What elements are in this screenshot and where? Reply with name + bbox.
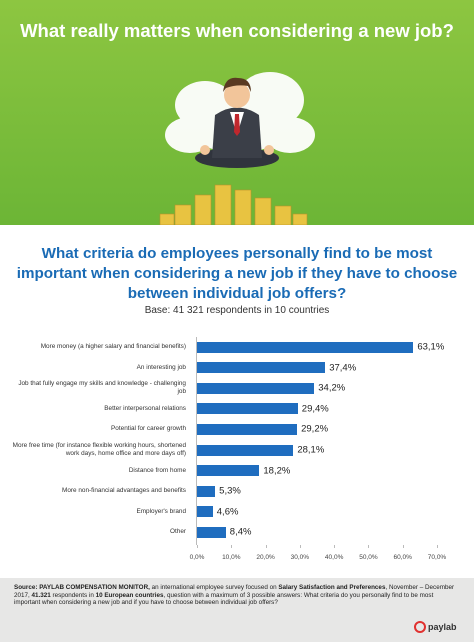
- category-label: Better interpersonal relations: [104, 404, 186, 412]
- illustration: [159, 72, 315, 225]
- chart-title: What criteria do employees personally fi…: [16, 245, 458, 302]
- bar: [197, 423, 298, 435]
- bar: [197, 403, 298, 415]
- tick-mark: [265, 545, 267, 548]
- category-label: Distance from home: [128, 466, 186, 474]
- bar: [197, 341, 414, 353]
- bar: [197, 485, 216, 497]
- value-label: 4,6%: [216, 506, 239, 518]
- x-tick-label: 50,0%: [359, 554, 378, 561]
- bar: [197, 382, 315, 394]
- header-title: What really matters when considering a n…: [20, 20, 454, 41]
- bar: [197, 444, 294, 456]
- footer-segment: , question with a maximum of 3 possible …: [14, 591, 434, 607]
- x-tick-label: 10,0%: [222, 554, 241, 561]
- bar: [197, 526, 226, 538]
- category-label: Potential for career growth: [111, 425, 186, 433]
- value-label: 29,2%: [301, 423, 329, 435]
- category-label: An interesting job: [136, 363, 186, 371]
- category-label: Other: [170, 528, 186, 536]
- tick-mark: [231, 545, 233, 548]
- tick-mark: [437, 545, 438, 548]
- footer: [0, 578, 474, 642]
- footer-segment: 10 European countries: [95, 591, 164, 599]
- value-label: 29,4%: [301, 403, 329, 415]
- category-label: More free time (for instance flexible wo…: [12, 442, 186, 457]
- chart-subtitle: Base: 41 321 respondents in 10 countries: [144, 305, 330, 316]
- value-label: 63,1%: [417, 341, 445, 353]
- value-label: 34,2%: [318, 382, 346, 394]
- footer-segment: an international employee survey focused…: [149, 584, 279, 591]
- value-label: 28,1%: [297, 444, 325, 456]
- x-tick-label: 40,0%: [324, 554, 344, 561]
- x-tick-label: 60,0%: [393, 554, 412, 561]
- logo-icon: [414, 621, 426, 633]
- footer-segment: Salary Satisfaction and Preferences: [278, 584, 386, 591]
- tick-mark: [197, 545, 198, 548]
- value-label: 37,4%: [329, 362, 357, 374]
- tick-mark: [368, 545, 370, 548]
- value-label: 8,4%: [229, 526, 252, 538]
- category-label: Job that fully engage my skills and know…: [18, 380, 186, 396]
- category-label: Employer's brand: [136, 507, 186, 515]
- bar: [197, 362, 326, 374]
- x-tick-label: 20,0%: [256, 554, 275, 561]
- bar: [197, 506, 213, 518]
- value-label: 18,2%: [263, 465, 291, 477]
- value-label: 5,3%: [219, 485, 241, 497]
- tick-mark: [299, 545, 301, 548]
- tick-mark: [402, 545, 404, 548]
- category-label: More money (a higher salary and financia…: [40, 343, 186, 350]
- bar: [197, 465, 260, 477]
- axis-line: [196, 337, 197, 545]
- x-tick-label: 0,0%: [189, 554, 205, 561]
- footer-segment: 41.321: [31, 591, 51, 599]
- chart: 0,0% 10,0% 20,0% 30,0% 40,0% 50,0% 60,0% 70,0% M…: [12, 337, 447, 561]
- tick-mark: [334, 545, 336, 548]
- footer-segment: respondents in: [50, 591, 96, 599]
- logo: paylab: [428, 622, 457, 632]
- x-tick-label: 30,0%: [290, 554, 310, 561]
- x-tick-label: 70,0%: [427, 554, 447, 561]
- footer-text: Source: PAYLAB COMPENSATION MONITOR, an …: [14, 584, 460, 607]
- category-label: More non-financial advantages and benefi…: [62, 487, 186, 495]
- footer-segment: Source: PAYLAB COMPENSATION MONITOR,: [14, 584, 150, 591]
- footer-segment: , November – December 2017,: [14, 584, 455, 599]
- header: What really matters when considering a n…: [0, 0, 474, 225]
